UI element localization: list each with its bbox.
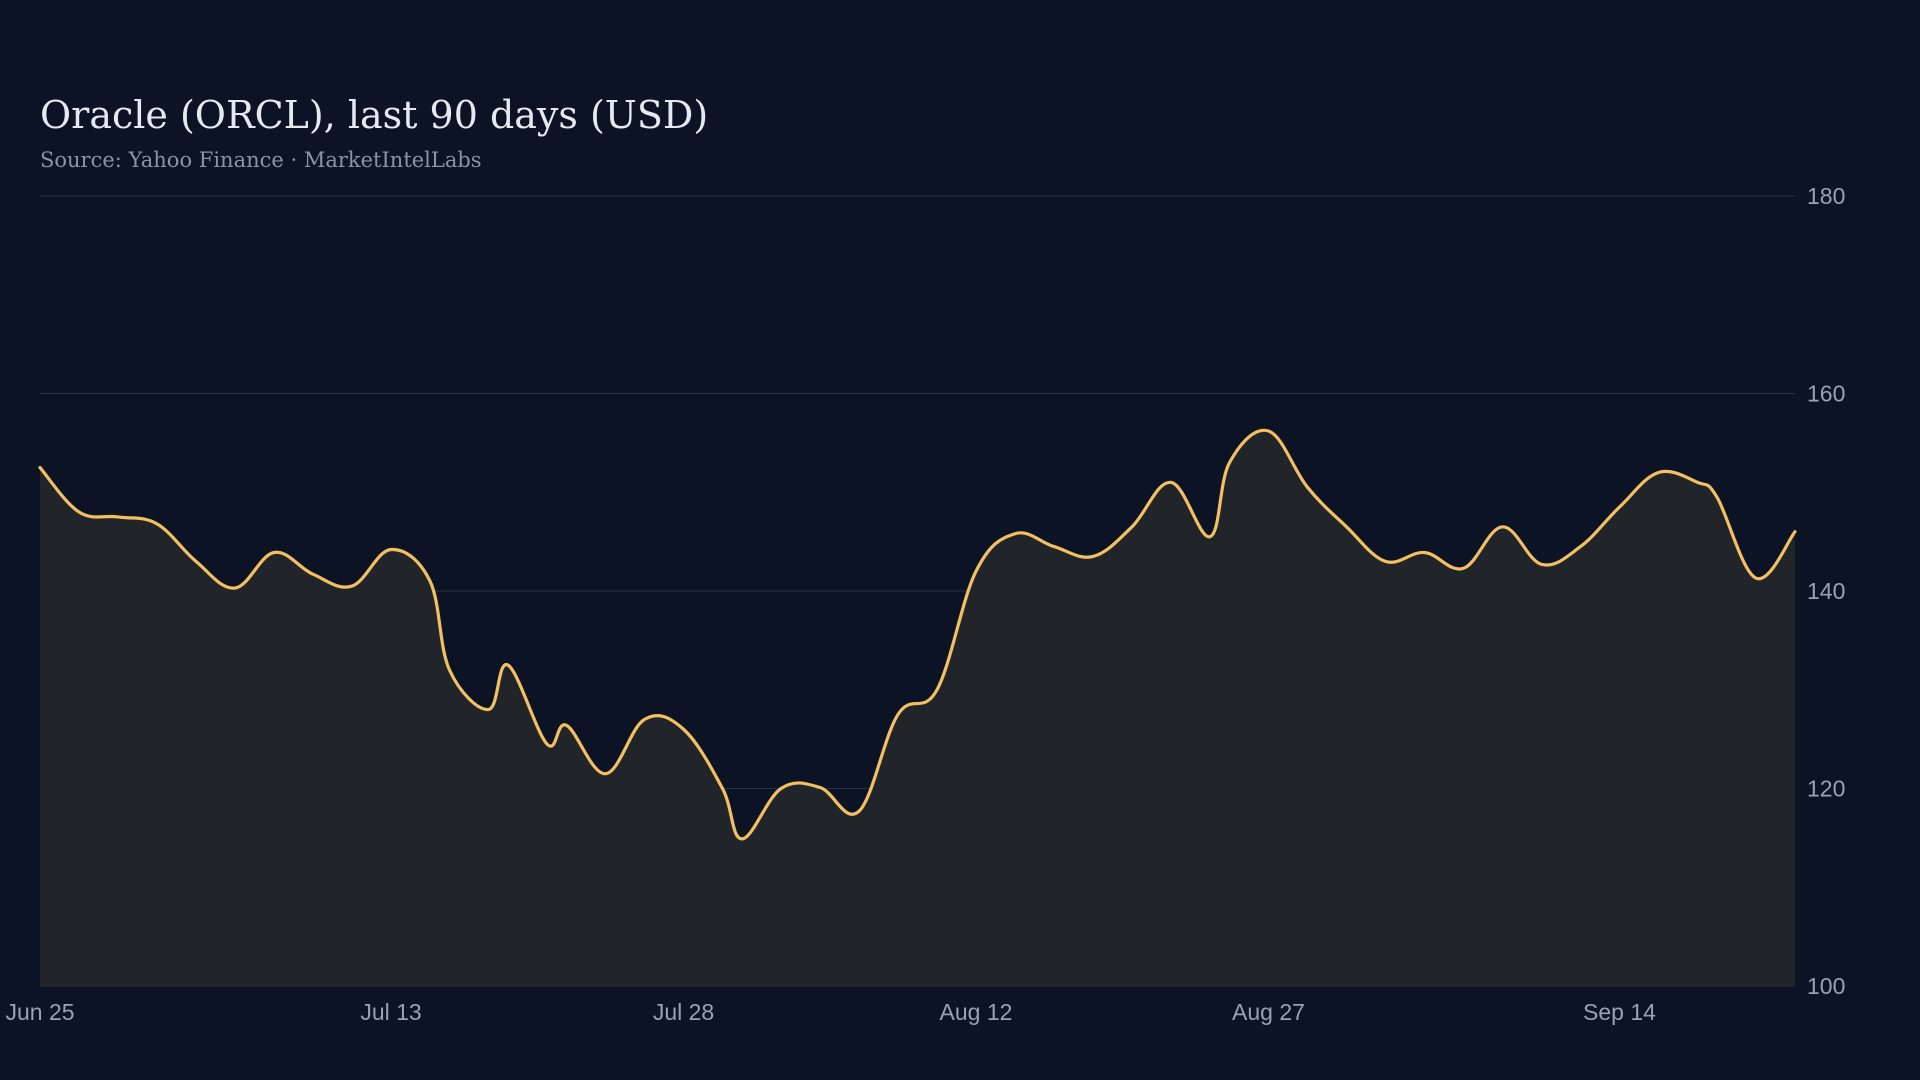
- chart-subtitle: Source: Yahoo Finance · MarketIntelLabs: [40, 148, 482, 172]
- x-tick-label: Jul 28: [653, 999, 714, 1025]
- area-layer: [40, 430, 1795, 987]
- x-axis: Jun 25 Jul 13 Jul 28 Aug 12 Aug 27 Sep 14: [5, 999, 1656, 1025]
- x-tick-label: Sep 14: [1583, 999, 1656, 1025]
- x-tick-label: Jul 13: [360, 999, 421, 1025]
- x-tick-label: Aug 12: [940, 999, 1013, 1025]
- series-area: [40, 430, 1795, 987]
- y-tick-label: 120: [1807, 776, 1845, 802]
- line-layer: [38, 428, 1797, 841]
- x-tick-label: Aug 27: [1232, 999, 1305, 1025]
- series-line: [38, 428, 1797, 841]
- y-tick-label: 140: [1807, 578, 1845, 604]
- chart-title: Oracle (ORCL), last 90 days (USD): [40, 93, 708, 137]
- y-axis: 100 120 140 160 180: [1807, 183, 1845, 999]
- y-tick-label: 100: [1807, 973, 1845, 999]
- y-tick-label: 180: [1807, 183, 1845, 209]
- x-tick-label: Jun 25: [5, 999, 74, 1025]
- y-tick-label: 160: [1807, 381, 1845, 407]
